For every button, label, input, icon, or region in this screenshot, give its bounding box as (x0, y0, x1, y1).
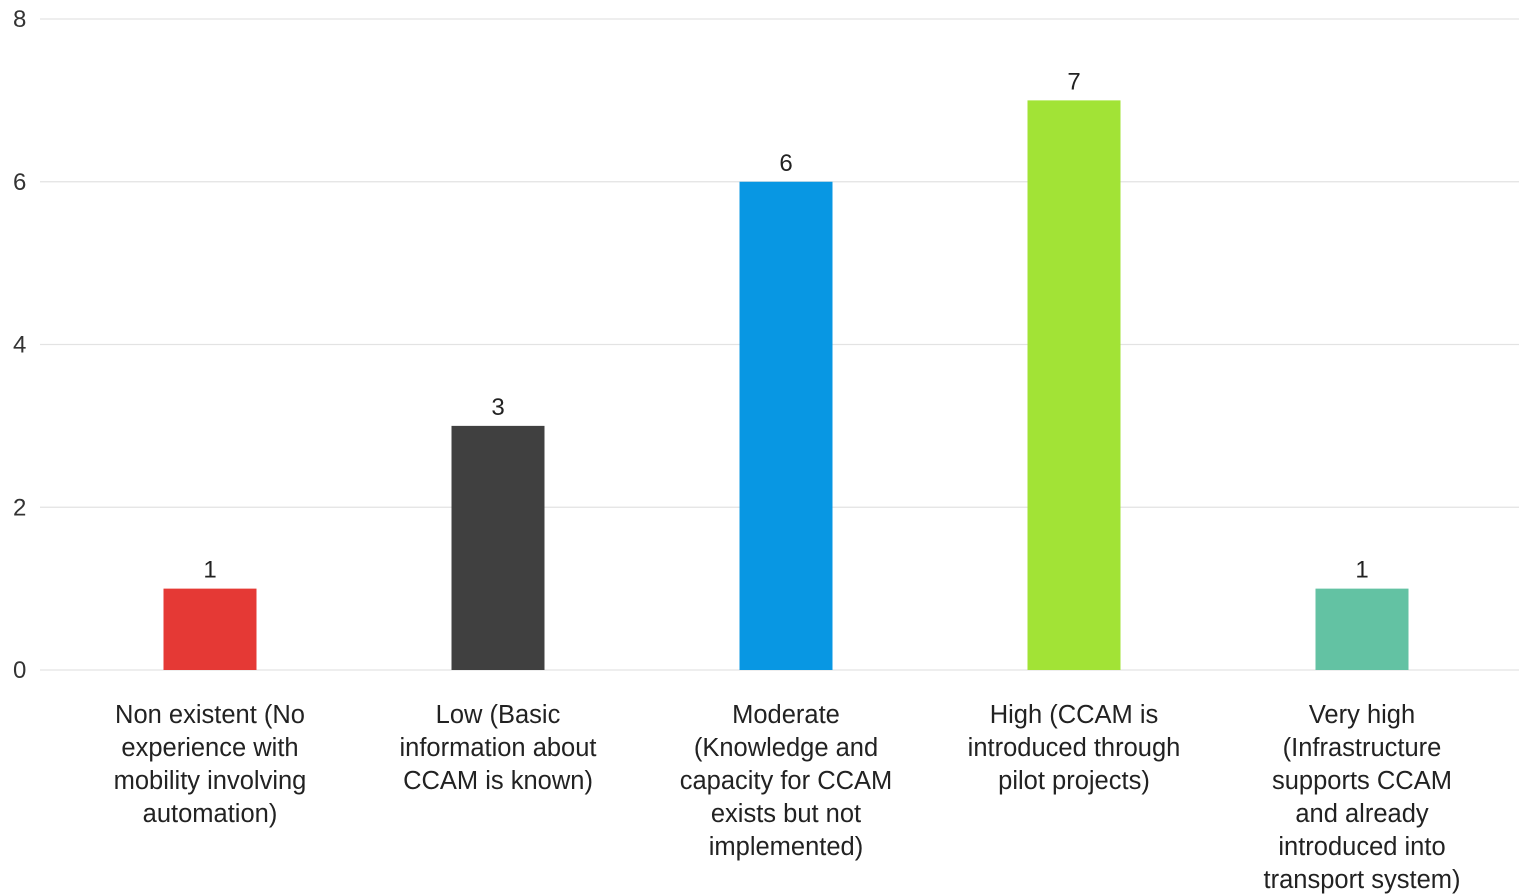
x-axis: Non existent (No experience with mobility … (114, 701, 1461, 894)
bar (1315, 588, 1409, 670)
y-axis: 0 2 4 6 8 (13, 6, 26, 684)
category-label-line: implemented) (709, 833, 863, 861)
category-label: Non existent (No experience with mobility … (114, 701, 307, 828)
y-tick-label: 0 (13, 657, 26, 684)
bar (1027, 100, 1121, 670)
category-label: Moderate (Knowledge and capacity for CCAM e… (680, 701, 893, 861)
category-label-line: (Knowledge and (694, 734, 878, 762)
data-label: 7 (1067, 68, 1080, 95)
category-label-line: supports CCAM (1272, 767, 1452, 795)
category-label-line: pilot projects) (998, 767, 1150, 795)
category-label: Low (Basic information about CCAM is known… (399, 701, 596, 795)
category-label-line: and already (1295, 800, 1429, 828)
bars (163, 100, 1409, 670)
category-label-line: capacity for CCAM (680, 767, 893, 795)
category-label-line: Moderate (732, 701, 840, 729)
category-label-line: Very high (1309, 701, 1415, 729)
category-label-line: Low (Basic (436, 701, 561, 729)
category-label-line: information about (399, 734, 596, 762)
category-label-line: introduced into (1278, 833, 1445, 861)
category-label: Very high (Infrastructure supports CCAM and… (1264, 701, 1461, 894)
category-label-line: introduced through (968, 734, 1181, 762)
data-label: 6 (779, 150, 792, 177)
category-label-line: exists but not (711, 800, 861, 828)
category-label-line: experience with (121, 734, 298, 762)
y-tick-label: 6 (13, 169, 26, 196)
data-label: 1 (203, 557, 216, 584)
category-label-line: transport system) (1264, 866, 1461, 894)
data-label: 1 (1355, 557, 1368, 584)
category-label-line: (Infrastructure (1283, 734, 1442, 762)
bar (451, 425, 545, 670)
category-label-line: High (CCAM is (990, 701, 1159, 729)
bar (739, 181, 833, 670)
category-label-line: mobility involving (114, 767, 307, 795)
data-label: 3 (491, 394, 504, 421)
y-tick-label: 8 (13, 6, 26, 33)
bar (163, 588, 257, 670)
category-label-line: automation) (143, 800, 278, 828)
y-tick-label: 4 (13, 332, 26, 359)
y-tick-label: 2 (13, 494, 26, 521)
category-label-line: Non existent (No (115, 701, 305, 729)
category-label-line: CCAM is known) (403, 767, 593, 795)
data-labels: 1 3 6 7 1 (203, 68, 1368, 583)
category-label: High (CCAM is introduced through pilot pro… (968, 701, 1181, 795)
